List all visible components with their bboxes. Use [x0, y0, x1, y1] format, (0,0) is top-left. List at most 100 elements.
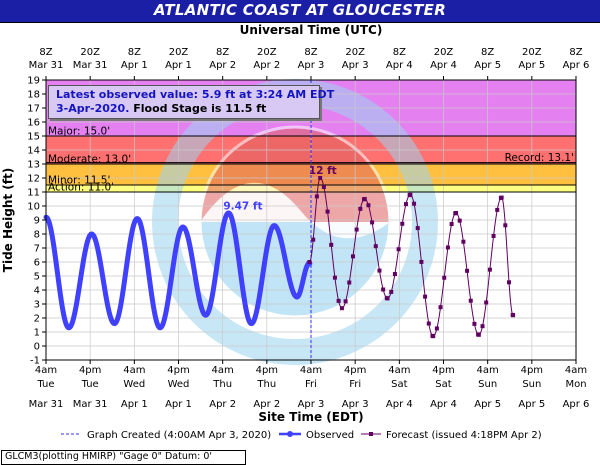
forecast-point — [415, 226, 420, 231]
flood-stage-text: Flood Stage is 11.5 ft — [133, 102, 267, 115]
forecast-point — [358, 206, 363, 211]
bottom-tick-day: Wed — [168, 379, 190, 390]
forecast-point — [377, 268, 382, 273]
bottom-tick-time: 4pm — [167, 365, 189, 376]
forecast-point — [457, 218, 462, 223]
bottom-tick-day: Thu — [212, 379, 232, 390]
bottom-tick-day: Fri — [305, 379, 317, 390]
top-tick-time: 8Z — [569, 47, 582, 58]
top-axis-title: Universal Time (UTC) — [240, 23, 383, 37]
bottom-axis-title: Site Time (EDT) — [258, 410, 363, 424]
forecast-point — [449, 222, 454, 227]
forecast-point — [400, 221, 405, 226]
forecast-point — [332, 275, 337, 280]
y-tick-label: 2 — [34, 314, 40, 325]
forecast-point — [426, 321, 431, 326]
forecast-point — [381, 287, 386, 292]
top-tick-date: Mar 31 — [73, 60, 108, 71]
latest-value-box: Latest observed value: 5.9 ft at 3:24 AM… — [48, 85, 334, 119]
forecast-point — [366, 203, 371, 208]
top-tick-time: 8Z — [216, 47, 229, 58]
top-tick-date: Apr 4 — [386, 60, 413, 71]
forecast-point — [389, 289, 394, 294]
bottom-tick-date: Mar 31 — [29, 399, 64, 410]
y-tick-label: 7 — [34, 244, 40, 255]
forecast-series — [307, 176, 516, 339]
top-tick-date: Apr 3 — [342, 60, 369, 71]
bottom-tick-day: Tue — [36, 379, 54, 390]
bottom-tick-date: Apr 3 — [342, 399, 369, 410]
y-tick-label: 14 — [27, 146, 40, 157]
forecast-point — [445, 245, 450, 250]
legend-created-label: Graph Created (4:00AM Apr 3, 2020) — [87, 430, 271, 441]
legend-forecast-label: Forecast (issued 4:18PM Apr 2) — [386, 430, 542, 441]
bottom-tick-date: Apr 1 — [165, 399, 192, 410]
top-x-axis-ticks: 8Z Mar 31 20Z Mar 31 8Z Apr 1 20Z Apr 1 8Z Apr 2 2… — [29, 47, 590, 80]
forecast-point — [329, 242, 334, 247]
y-tick-label: 15 — [27, 132, 40, 143]
forecast-point — [311, 237, 316, 242]
forecast-point — [499, 195, 504, 200]
latest-value-text: Latest observed value: 5.9 ft at 3:24 AM… — [56, 88, 335, 101]
bottom-tick-day: Tue — [81, 379, 99, 390]
forecast-point — [362, 197, 367, 201]
bottom-tick-date: Apr 2 — [209, 399, 236, 410]
top-tick-date: Apr 5 — [474, 60, 501, 71]
forecast-point — [465, 268, 470, 273]
legend-forecast-marker — [369, 432, 373, 436]
y-tick-label: 1 — [34, 328, 40, 339]
bottom-tick-time: 4am — [565, 365, 587, 376]
forecast-point — [495, 207, 500, 212]
bottom-tick-day: Sun — [478, 379, 497, 390]
forecast-point — [434, 326, 439, 331]
top-tick-time: 8Z — [39, 47, 52, 58]
forecast-point — [396, 247, 401, 252]
top-tick-date: Apr 4 — [430, 60, 457, 71]
record-label: Record: 13.1' — [505, 152, 574, 164]
bottom-tick-time: 4pm — [432, 365, 454, 376]
legend-observed-label: Observed — [306, 430, 354, 441]
forecast-point — [438, 305, 443, 310]
top-tick-date: Apr 2 — [253, 60, 280, 71]
top-tick-time: 20Z — [345, 47, 365, 58]
bottom-tick-date: Mar 31 — [73, 399, 108, 410]
top-tick-time: 20Z — [169, 47, 189, 58]
forecast-point — [487, 267, 492, 272]
forecast-point — [431, 334, 436, 339]
forecast-point — [408, 192, 413, 197]
flood-label-moderate: Moderate: 13.0' — [48, 154, 131, 166]
bottom-tick-date: Apr 2 — [253, 399, 280, 410]
watermark-wave — [200, 182, 390, 239]
forecast-point — [392, 272, 397, 276]
y-tick-label: 3 — [34, 300, 40, 311]
forecast-point — [461, 239, 466, 244]
forecast-point — [472, 321, 477, 326]
watermark-inner-ring — [198, 125, 392, 319]
bottom-tick-day: Sat — [391, 379, 407, 390]
forecast-point — [503, 223, 508, 228]
flood-label-minor: Minor: 11.5' — [48, 175, 110, 187]
bottom-tick-date: Apr 3 — [298, 399, 325, 410]
forecast-point — [314, 194, 319, 199]
forecast-point — [354, 227, 359, 232]
forecast-point — [454, 211, 459, 215]
bottom-tick-day: Sat — [435, 379, 451, 390]
y-tick-label: 8 — [34, 230, 40, 241]
top-tick-date: Apr 1 — [165, 60, 192, 71]
top-tick-time: 8Z — [393, 47, 406, 58]
y-tick-label: 9 — [34, 216, 40, 227]
forecast-point — [347, 280, 352, 285]
forecast-crest-label: 12 ft — [309, 165, 337, 177]
top-tick-date: Apr 6 — [563, 60, 590, 71]
y-tick-label: 19 — [27, 76, 40, 87]
forecast-point — [419, 259, 424, 264]
y-tick-label: 4 — [34, 286, 40, 297]
bottom-tick-date: Apr 5 — [474, 399, 501, 410]
bottom-tick-day: Wed — [123, 379, 145, 390]
forecast-point — [491, 233, 496, 238]
footer-datum-box: GLCM3(plotting HMIRP) "Gage 0" Datum: 0' — [1, 450, 246, 465]
top-tick-time: 20Z — [257, 47, 277, 58]
bottom-x-axis-ticks: 4am Tue Mar 31 4pm Tue Mar 31 4am Wed Apr 1 4pm We… — [29, 360, 589, 410]
